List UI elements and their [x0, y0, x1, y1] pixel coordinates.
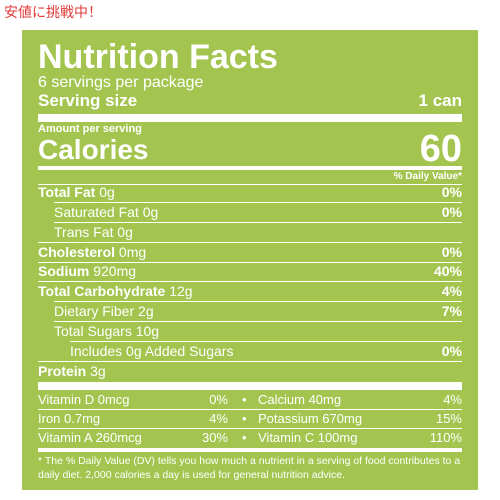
serving-size-value: 1 can [418, 91, 462, 110]
thick-rule [38, 114, 462, 122]
dv-header: % Daily Value* [393, 171, 462, 182]
vitamin-row: Vitamin A 260mcg 30% • Vitamin C 100mg 1… [38, 429, 462, 447]
nutrient-dv: 7% [441, 303, 462, 319]
nutrient-dv: 0% [441, 184, 462, 200]
nutrient-name: Protein [38, 363, 87, 379]
nutrient-row: Cholesterol 0mg 0% [38, 242, 462, 262]
nutrient-name: Dietary Fiber [54, 303, 135, 319]
nutrient-row: Dietary Fiber 2g 7% [38, 301, 462, 321]
nutrient-dv: 40% [433, 263, 462, 279]
nutrient-row: Protein 3g [38, 361, 462, 381]
rule [38, 281, 462, 282]
nutrition-label: Nutrition Facts 6 servings per package S… [22, 30, 478, 490]
nutrient-row: Total Carbohydrate 12g 4% [38, 281, 462, 301]
nutrient-amount: 2g [138, 303, 154, 319]
nutrient-dv: 0% [441, 244, 462, 260]
nutrient-dv: 4% [441, 283, 462, 299]
nutrient-name: Total Sugars [54, 323, 132, 339]
nutrient-amount: 0g [142, 204, 159, 220]
vitamin-name: Vitamin D 0mcg [38, 392, 130, 407]
nutrient-amount: 0g [117, 224, 133, 240]
calories-label: Calories [38, 134, 149, 165]
nutrient-row: Trans Fat 0g [38, 222, 462, 242]
nutrient-amount: 0g [99, 184, 115, 200]
nutrient-dv: 0% [441, 204, 462, 220]
nutrient-name: Cholesterol [38, 244, 116, 260]
nutrient-amount: 12g [169, 283, 193, 299]
thick-rule [38, 382, 462, 390]
label-title: Nutrition Facts [38, 38, 278, 76]
medium-rule [38, 166, 462, 170]
rule [54, 301, 462, 302]
vitamin-dv: 4% [443, 392, 462, 407]
nutrient-amount: 920mg [93, 263, 137, 279]
medium-rule [38, 448, 462, 452]
nutrient-name: Includes 0g Added Sugars [70, 343, 234, 359]
rule [38, 242, 462, 243]
vitamin-dv: 110% [429, 430, 462, 445]
nutrient-row: Includes 0g Added Sugars 0% [38, 341, 462, 361]
bullet: • [242, 430, 247, 445]
nutrient-amount: 3g [90, 363, 106, 379]
nutrient-name: Total Carbohydrate [38, 283, 166, 299]
rule [54, 321, 462, 322]
nutrient-name: Saturated Fat [54, 204, 139, 220]
rule [38, 428, 462, 429]
nutrient-row: Total Fat 0g 0% [38, 182, 462, 202]
nutrient-dv: 0% [441, 343, 462, 359]
servings: 6 servings per package [38, 74, 204, 91]
vitamin-name: Vitamin C 100mg [258, 430, 358, 445]
amount-per-serving: Amount per serving [38, 123, 142, 135]
vitamin-dv: 0% [209, 392, 228, 407]
nutrient-name: Sodium [38, 263, 90, 279]
rule [54, 202, 462, 203]
banner: 安値に挑戦中！ [4, 5, 102, 21]
vitamin-row: Vitamin D 0mcg 0% • Calcium 40mg 4% [38, 391, 462, 409]
nutrient-name: Total Fat [38, 184, 96, 200]
bullet: • [242, 392, 247, 407]
serving-size-label: Serving size [38, 91, 138, 110]
nutrient-row: Sodium 920mg 40% [38, 261, 462, 281]
nutrient-amount: 0mg [118, 244, 147, 260]
bullet: • [242, 411, 247, 426]
vitamin-name: Iron 0.7mg [38, 411, 101, 426]
rule [38, 409, 462, 410]
rule [38, 262, 462, 263]
rule [54, 222, 462, 223]
vitamin-name: Potassium 670mg [258, 411, 363, 426]
vitamin-dv: 30% [201, 430, 228, 445]
vitamin-dv: 4% [209, 411, 228, 426]
vitamin-name: Vitamin A 260mcg [38, 430, 142, 445]
rule [38, 184, 462, 185]
vitamin-row: Iron 0.7mg 4% • Potassium 670mg 15% [38, 410, 462, 428]
nutrient-name: Trans Fat [54, 224, 114, 240]
calories-value: 60 [419, 128, 462, 170]
vitamin-dv: 15% [435, 411, 462, 426]
nutrient-amount: 10g [135, 323, 160, 339]
nutrient-row: Saturated Fat 0g 0% [38, 202, 462, 222]
rule [70, 341, 462, 342]
vitamin-name: Calcium 40mg [258, 392, 342, 407]
rule [38, 361, 462, 362]
footnote: * The % Daily Value (DV) tells you how m… [38, 455, 461, 481]
nutrient-row: Total Sugars 10g [38, 321, 462, 341]
